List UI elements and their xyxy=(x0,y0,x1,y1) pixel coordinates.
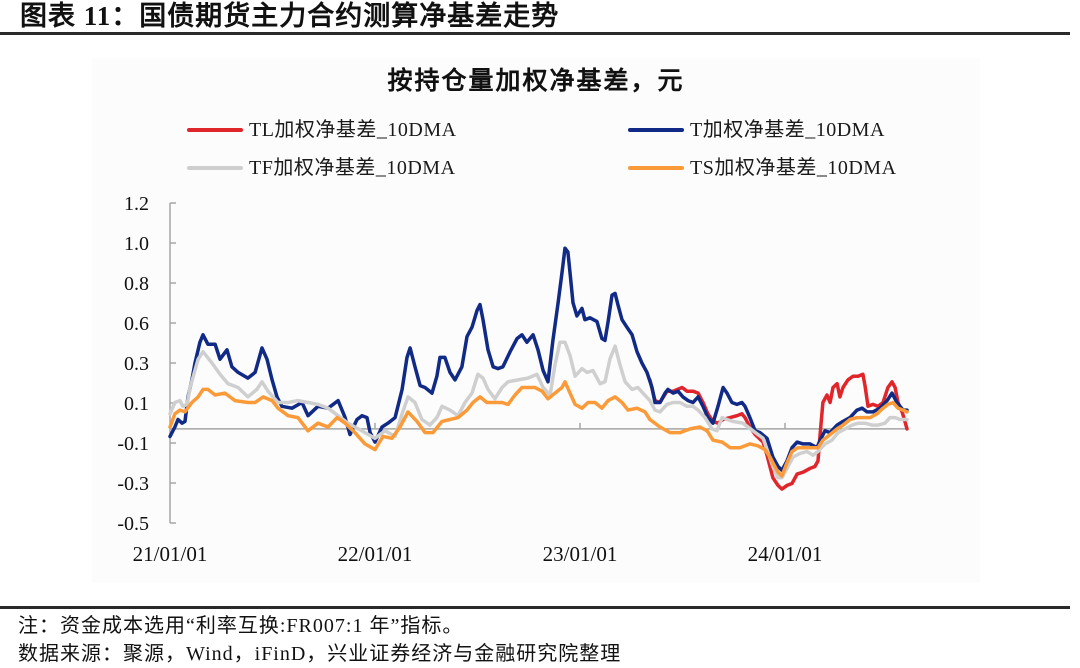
chart-title: 按持仓量加权净基差，元 xyxy=(387,68,685,95)
legend-label: TL加权净基差_10DMA xyxy=(249,119,457,141)
y-tick-label: 0.6 xyxy=(124,313,149,335)
figure-title: 图表 11：国债期货主力合约测算净基差走势 xyxy=(20,1,560,31)
legend-label: T加权净基差_10DMA xyxy=(690,119,885,141)
footer-divider xyxy=(0,606,1070,609)
data-source: 数据来源：聚源，Wind，iFinD，兴业证券经济与金融研究院整理 xyxy=(18,643,622,665)
y-tick-label: -0.5 xyxy=(117,513,149,535)
y-tick-label: 1.0 xyxy=(124,233,149,255)
legend-label: TF加权净基差_10DMA xyxy=(249,157,456,179)
series-line-2 xyxy=(168,340,909,480)
legend-swatch-icon xyxy=(628,128,684,132)
y-tick-label: -0.1 xyxy=(117,433,149,455)
legend-item-t: T加权净基差_10DMA xyxy=(628,118,885,142)
legend-swatch-icon xyxy=(187,166,243,170)
legend-label: TS加权净基差_10DMA xyxy=(690,157,897,179)
chart-panel xyxy=(92,58,980,583)
footnote: 注：资金成本选用“利率互换:FR007:1 年”指标。 xyxy=(18,615,464,637)
x-tick-label: 21/01/01 xyxy=(133,542,208,566)
y-tick-label: 1.2 xyxy=(124,193,149,215)
y-tick-label: 0.8 xyxy=(124,273,149,295)
legend-swatch-icon xyxy=(628,166,684,170)
y-tick-label: -0.3 xyxy=(117,473,149,495)
legend-item-tf: TF加权净基差_10DMA xyxy=(187,156,456,180)
legend-swatch-icon xyxy=(187,128,243,132)
y-tick-label: 0.1 xyxy=(124,393,149,415)
x-tick-label: 23/01/01 xyxy=(543,542,618,566)
axes: -0.5 -0.3 -0.1 0.1 0.3 0.6 0.8 1.0 1.2 21/01/01 22… xyxy=(117,193,908,566)
header-divider xyxy=(0,32,1070,35)
x-tick-label: 24/01/01 xyxy=(748,542,823,566)
series-line-3 xyxy=(168,380,909,478)
x-tick-label: 22/01/01 xyxy=(338,542,413,566)
series-line-1 xyxy=(168,246,909,473)
legend-item-tl: TL加权净基差_10DMA xyxy=(187,118,457,142)
legend-item-ts: TS加权净基差_10DMA xyxy=(628,156,897,180)
series-lines xyxy=(168,246,909,491)
y-tick-label: 0.3 xyxy=(124,353,149,375)
